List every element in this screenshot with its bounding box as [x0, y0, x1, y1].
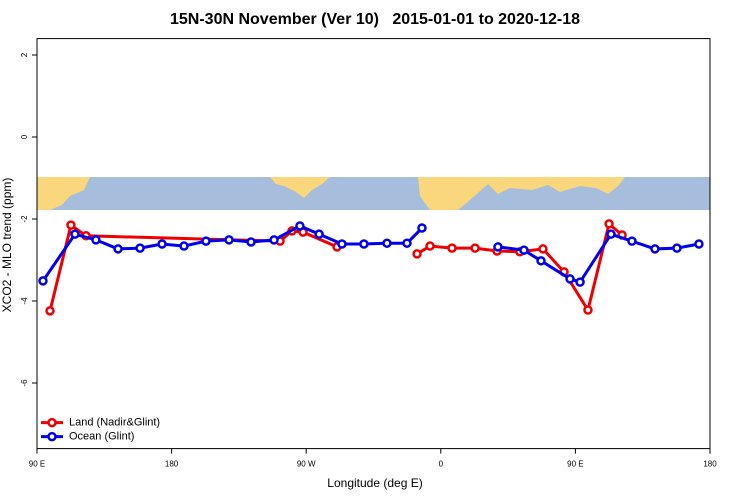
y-tick-label: -6: [20, 379, 29, 387]
series-line: [48, 221, 624, 314]
point: [246, 237, 256, 247]
point: [583, 305, 593, 315]
x-tick-label: 90 E: [567, 460, 583, 469]
point: [538, 244, 548, 254]
point: [627, 236, 637, 246]
point: [412, 249, 422, 259]
point: [66, 220, 76, 230]
point: [672, 243, 682, 253]
y-tick-label: 0: [20, 134, 29, 139]
point: [38, 276, 48, 286]
point: [359, 239, 369, 249]
point: [157, 239, 167, 249]
point: [402, 238, 412, 248]
point: [536, 256, 546, 266]
x-axis-label: Longitude (deg E): [327, 476, 422, 490]
point: [382, 238, 392, 248]
point: [135, 243, 145, 253]
point: [201, 236, 211, 246]
world-map-strip: [37, 177, 710, 210]
point: [91, 235, 101, 245]
point: [70, 229, 80, 239]
y-tick-label: -2: [20, 215, 29, 223]
point: [417, 223, 427, 233]
legend-marker: [47, 417, 57, 428]
point: [565, 274, 575, 284]
x-tick-label: 90 E: [29, 460, 45, 469]
point: [295, 221, 305, 231]
point: [314, 229, 324, 239]
point: [604, 219, 614, 229]
point: [179, 241, 189, 251]
point: [493, 242, 503, 252]
x-tick-label: 180: [165, 460, 179, 469]
x-tick-label: 0: [439, 460, 444, 469]
point: [606, 229, 616, 239]
point: [45, 306, 55, 316]
legend-marker: [47, 431, 57, 442]
point: [224, 235, 234, 245]
point: [337, 239, 347, 249]
point: [694, 239, 704, 249]
chart-title: 15N-30N November (Ver 10) 2015-01-01 to …: [170, 11, 580, 28]
y-tick-label: 2: [20, 52, 29, 57]
plot-frame: [36, 38, 711, 450]
point: [470, 243, 480, 253]
legend-label: Land (Nadir&Glint): [69, 417, 160, 429]
point: [269, 235, 279, 245]
x-tick-label: 180: [703, 460, 717, 469]
point: [447, 243, 457, 253]
y-tick-label: -4: [20, 297, 29, 305]
point: [113, 244, 123, 254]
point: [575, 277, 585, 287]
y-axis-label: XCO2 - MLO trend (ppm): [0, 178, 14, 313]
point: [519, 245, 529, 255]
point: [425, 241, 435, 251]
x-tick-label: 90 W: [297, 460, 316, 469]
legend-label: Ocean (Glint): [69, 431, 134, 443]
point: [650, 244, 660, 254]
